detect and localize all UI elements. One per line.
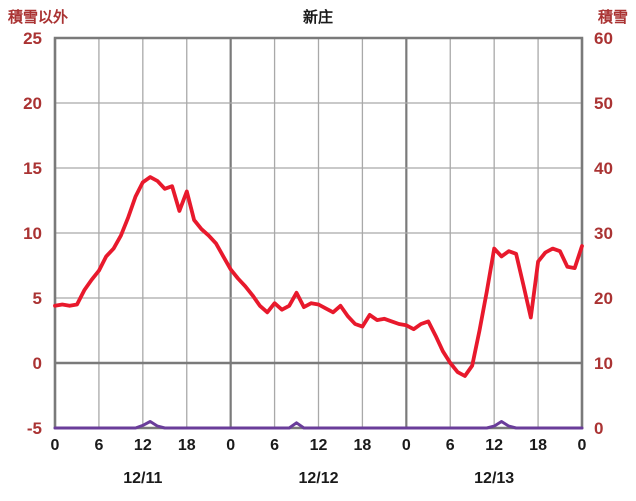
svg-text:0: 0 — [402, 437, 411, 454]
svg-text:18: 18 — [354, 437, 372, 454]
svg-text:0: 0 — [226, 437, 235, 454]
svg-text:10: 10 — [594, 354, 613, 373]
svg-text:0: 0 — [33, 354, 42, 373]
svg-text:40: 40 — [594, 159, 613, 178]
svg-text:30: 30 — [594, 224, 613, 243]
svg-text:6: 6 — [446, 437, 455, 454]
svg-text:12: 12 — [134, 437, 152, 454]
svg-text:6: 6 — [94, 437, 103, 454]
svg-text:20: 20 — [594, 289, 613, 308]
svg-text:0: 0 — [594, 419, 603, 438]
svg-text:6: 6 — [270, 437, 279, 454]
svg-text:5: 5 — [33, 289, 42, 308]
svg-text:12/12: 12/12 — [298, 470, 338, 487]
left-axis-title: 積雪以外 — [8, 9, 69, 26]
svg-text:20: 20 — [23, 94, 42, 113]
station-title: 新庄 — [302, 9, 333, 26]
svg-text:60: 60 — [594, 29, 613, 48]
svg-text:18: 18 — [178, 437, 196, 454]
svg-text:15: 15 — [23, 159, 42, 178]
svg-text:-5: -5 — [27, 419, 42, 438]
svg-text:50: 50 — [594, 94, 613, 113]
svg-text:25: 25 — [23, 29, 42, 48]
svg-text:0: 0 — [578, 437, 587, 454]
svg-text:12/11: 12/11 — [123, 470, 162, 487]
svg-text:0: 0 — [51, 437, 60, 454]
svg-text:12: 12 — [310, 437, 328, 454]
svg-text:12/13: 12/13 — [474, 470, 514, 487]
svg-text:10: 10 — [23, 224, 42, 243]
svg-text:12: 12 — [485, 437, 503, 454]
right-axis-title: 積雪 — [597, 9, 628, 26]
svg-text:18: 18 — [529, 437, 547, 454]
